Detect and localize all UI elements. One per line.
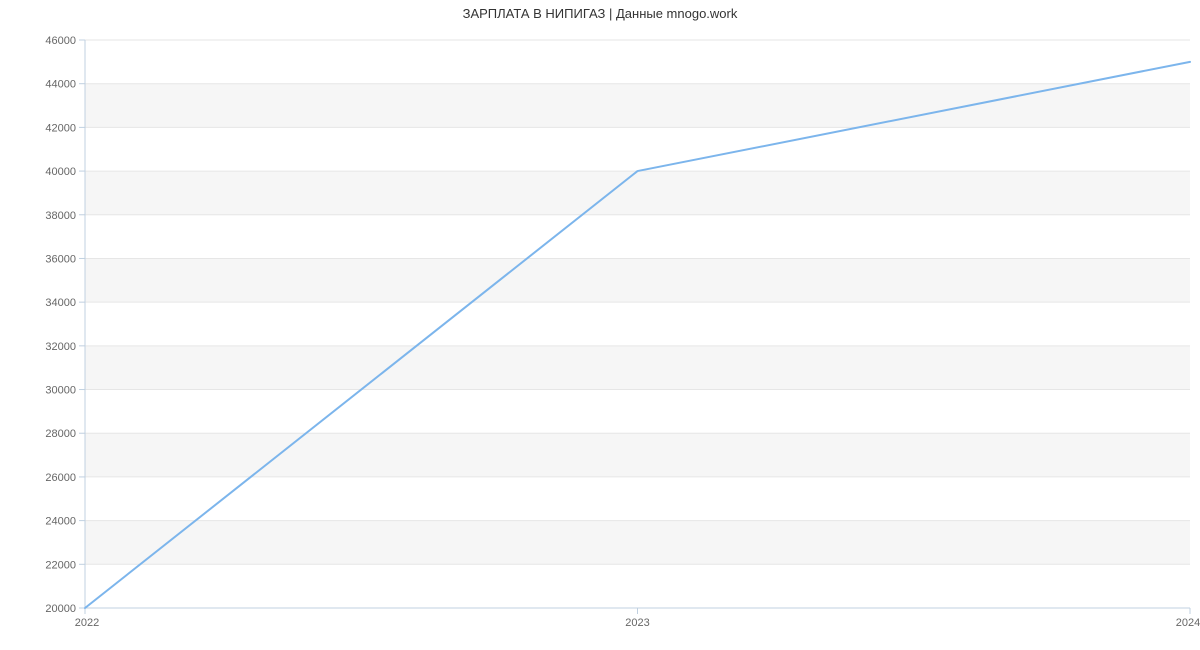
- svg-text:32000: 32000: [45, 341, 76, 353]
- svg-text:26000: 26000: [45, 472, 76, 484]
- chart-title: ЗАРПЛАТА В НИПИГАЗ | Данные mnogo.work: [0, 6, 1200, 21]
- svg-text:24000: 24000: [45, 516, 76, 528]
- svg-text:34000: 34000: [45, 297, 76, 309]
- svg-text:40000: 40000: [45, 166, 76, 178]
- svg-text:20000: 20000: [45, 603, 76, 615]
- svg-text:42000: 42000: [45, 122, 76, 134]
- svg-text:2024: 2024: [1176, 617, 1200, 629]
- svg-text:44000: 44000: [45, 79, 76, 91]
- chart-svg: 20000 22000 24000 26000 28000 30000 32000 34000…: [0, 0, 1200, 650]
- svg-text:22000: 22000: [45, 559, 76, 571]
- svg-text:38000: 38000: [45, 210, 76, 222]
- svg-text:30000: 30000: [45, 385, 76, 397]
- svg-text:46000: 46000: [45, 35, 76, 47]
- svg-text:28000: 28000: [45, 428, 76, 440]
- svg-text:2022: 2022: [75, 617, 99, 629]
- salary-line-chart: ЗАРПЛАТА В НИПИГАЗ | Данные mnogo.work 2…: [0, 0, 1200, 650]
- svg-text:36000: 36000: [45, 253, 76, 265]
- svg-text:2023: 2023: [625, 617, 649, 629]
